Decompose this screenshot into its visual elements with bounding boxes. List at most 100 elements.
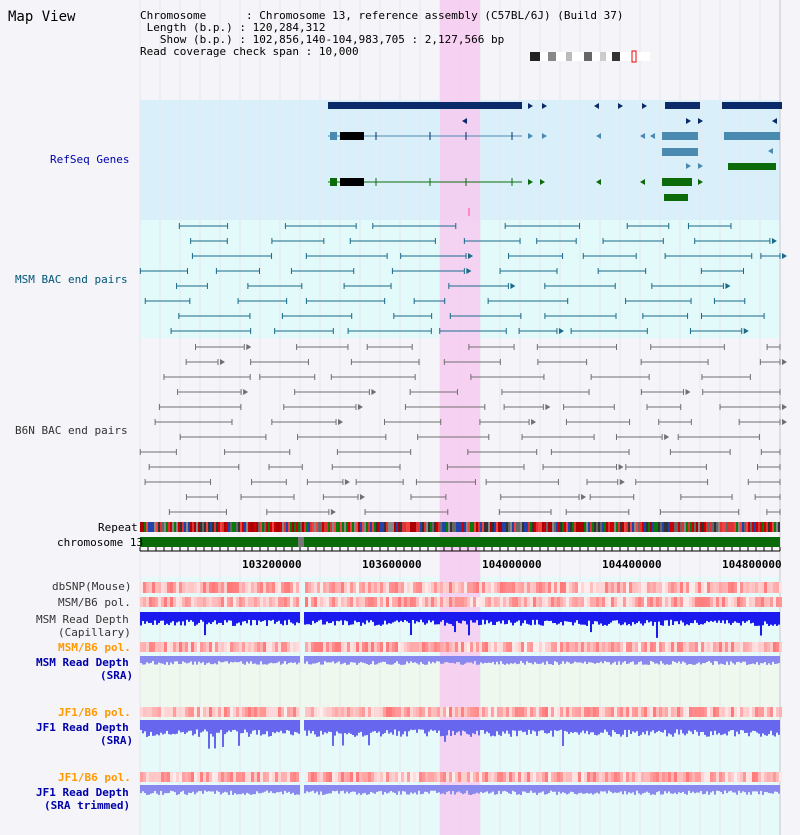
jf1-depth-trim-bar [258, 785, 260, 794]
msm-depth-cap-bar [476, 612, 478, 621]
jf1-depth-trim-bar [448, 785, 450, 792]
msm-pol-sra-cell [464, 642, 467, 652]
msm-depth-cap-bar [460, 612, 462, 624]
jf1-pol-cell [485, 707, 488, 717]
jf1-depth-trim-bar [502, 785, 504, 792]
jf1-depth-trim-bar [152, 785, 154, 794]
msm-pol-sra-cell [188, 642, 191, 652]
jf1-depth-sra-bar [454, 720, 456, 735]
msm-depth-sra-bar [346, 656, 348, 665]
jf1-depth-sra-bar [442, 720, 444, 736]
msm-bac-label[interactable]: MSM BAC end pairs [15, 273, 128, 286]
jf1-depth-sra-bar [600, 720, 602, 733]
jf1-depth-trim-bar [428, 785, 430, 794]
jf1-depth-sra-bar [444, 720, 446, 742]
msm-pol-sra-cell [524, 642, 527, 652]
jf1-pol-trim-cell [191, 772, 194, 782]
msm-depth-sra-bar [484, 656, 486, 663]
dbsnp-cell [620, 582, 623, 593]
jf1-depth-trim-bar [228, 785, 230, 795]
jf1-depth-trim-bar [238, 785, 240, 795]
jf1-depth-sra-bar [164, 720, 166, 734]
dbsnp-cell [521, 582, 524, 593]
jf1-pol-cell [731, 707, 734, 717]
msm-pol-cell [149, 597, 152, 607]
repeat-segment [198, 522, 200, 532]
msm-depth-sra-bar [386, 656, 388, 665]
msm-pol-sra-cell [146, 642, 149, 652]
msm-depth-sra-bar [394, 656, 396, 663]
jf1-pol-cell [419, 707, 422, 717]
msm-depth-cap-bar [592, 612, 594, 625]
msm-pol-sra-cell [611, 642, 614, 652]
msm-pol-cell [767, 597, 770, 607]
jf1-depth-trim-bar [230, 785, 232, 791]
msm-depth-sra-bar [654, 656, 656, 664]
jf1-depth-sra-bar [194, 720, 196, 734]
msm-depth-sra-bar [168, 656, 170, 665]
repeat-segment [688, 522, 690, 532]
refseq-genes-label[interactable]: RefSeq Genes [50, 153, 130, 166]
jf1-depth-trim-bar [416, 785, 418, 795]
msm-depth-sra-bar [272, 656, 274, 664]
repeat-segment [598, 522, 600, 532]
msm-pol-cell [341, 597, 344, 607]
jf1-pol-trim-cell [755, 772, 758, 782]
msm-pol-cell [530, 597, 533, 607]
msm-pol-cell [236, 597, 239, 607]
dbsnp-cell [473, 582, 476, 593]
msm-depth-cap-bar [320, 612, 322, 620]
jf1-pol-cell [200, 707, 203, 717]
msm-depth-cap-bar [676, 612, 678, 622]
msm-depth-cap-bar [532, 612, 534, 620]
msm-pol-sra-cell [662, 642, 665, 652]
jf1-pol-trim-cell [572, 772, 575, 782]
dbsnp-cell [671, 582, 674, 593]
jf1-pol-trim-cell [365, 772, 368, 782]
jf1-depth-sra-bar [524, 720, 526, 732]
repeat-segment [646, 522, 648, 532]
msm-pol-cell [359, 597, 362, 607]
jf1-depth-sra-bar [196, 720, 198, 730]
repeat-segment [240, 522, 242, 532]
msm-pol-cell [347, 597, 350, 607]
msm-depth-cap-bar [256, 612, 258, 626]
dbsnp-cell [329, 582, 332, 593]
repeat-segment [500, 522, 502, 532]
msm-depth-sra-bar [502, 656, 504, 664]
msm-depth-sra-bar [726, 656, 728, 662]
msm-depth-cap-bar [170, 612, 172, 623]
repeat-segment [294, 522, 296, 532]
jf1-pol-cell [290, 707, 293, 717]
msm-read-depth-cap-label: MSM Read Depth [36, 613, 129, 626]
jf1-depth-trim-bar [638, 785, 640, 794]
jf1-depth-trim-bar [420, 785, 422, 795]
jf1-pol-cell [728, 707, 731, 717]
jf1-depth-sra-bar [748, 720, 750, 737]
repeat-segment [192, 522, 194, 532]
dbsnp-cell [194, 582, 197, 593]
b6n-bac-label[interactable]: B6N BAC end pairs [15, 424, 128, 437]
jf1-depth-trim-bar [298, 785, 300, 795]
jf1-pol-cell [149, 707, 152, 717]
dbsnp-cell [197, 582, 200, 593]
dbsnp-cell [602, 582, 605, 593]
jf1-depth-sra-bar [520, 720, 522, 731]
jf1-depth-sra-bar [394, 720, 396, 730]
msm-depth-cap-bar [366, 612, 368, 621]
repeat-segment [396, 522, 398, 532]
msm-depth-cap-bar [316, 612, 318, 623]
jf1-pol-trim-cell [329, 772, 332, 782]
jf1-depth-sra-bar [716, 720, 718, 735]
msm-depth-sra-bar [546, 656, 548, 662]
gene-arrow [330, 509, 336, 515]
gene-arrow [698, 118, 703, 124]
jf1-depth-sra-bar [152, 720, 154, 736]
jf1-pol-trim-cell [704, 772, 707, 782]
msm-pol-sra-cell [227, 642, 230, 652]
msm-depth-sra-bar [398, 656, 400, 664]
jf1-pol-cell [662, 707, 665, 717]
msm-depth-sra-bar [566, 656, 568, 662]
gene-arrow [531, 419, 537, 425]
msm-pol-cell [755, 597, 758, 607]
